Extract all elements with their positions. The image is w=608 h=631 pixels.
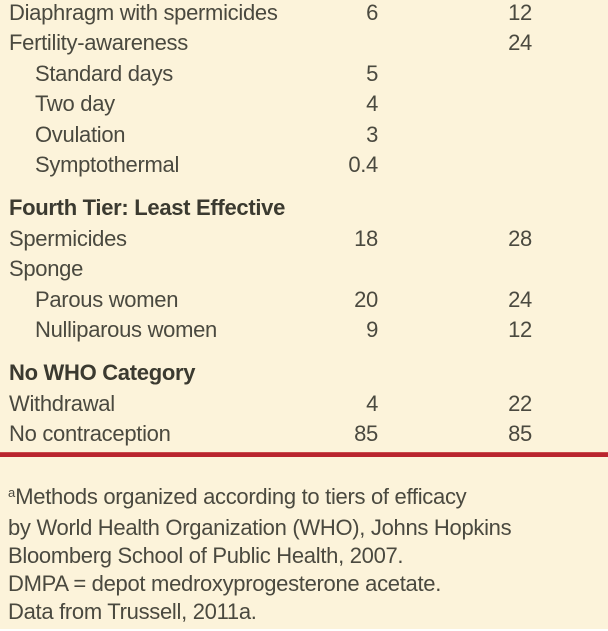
typical-use-value: 24 xyxy=(508,286,532,312)
typical-use-value: 12 xyxy=(508,0,532,25)
table-row-nulliparous-women: Nulliparous women 9 12 xyxy=(0,315,608,345)
contraception-table: Diaphragm with spermicides 6 12 Fertilit… xyxy=(0,0,608,449)
method-label: Diaphragm with spermicides xyxy=(9,0,278,25)
typical-use-value xyxy=(378,89,532,119)
perfect-use-value: 5 xyxy=(366,60,378,86)
typical-use-value xyxy=(378,59,532,89)
table-row-withdrawal: Withdrawal 4 22 xyxy=(0,389,608,419)
typical-use-value: 22 xyxy=(508,390,532,416)
perfect-use-value: 4 xyxy=(366,390,378,416)
table-row-no-contraception: No contraception 85 85 xyxy=(0,419,608,449)
table-row-symptothermal: Symptothermal 0.4 xyxy=(0,150,608,180)
perfect-use-value: 4 xyxy=(366,91,378,117)
table-row-ovulation: Ovulation 3 xyxy=(0,120,608,150)
perfect-use-value: 85 xyxy=(354,421,378,447)
method-label: Nulliparous women xyxy=(35,316,217,342)
perfect-use-value: 0.4 xyxy=(348,151,378,177)
section-header-no-who-category: No WHO Category xyxy=(9,360,196,386)
perfect-use-value xyxy=(308,28,378,58)
perfect-use-value: 6 xyxy=(366,0,378,25)
method-label: Symptothermal xyxy=(35,151,180,177)
footnote-line: Bloomberg School of Public Health, 2007. xyxy=(8,543,404,569)
perfect-use-value: 9 xyxy=(366,316,378,342)
method-label: No contraception xyxy=(9,421,171,447)
typical-use-value: 24 xyxy=(508,30,532,56)
typical-use-value: 85 xyxy=(508,421,532,447)
table-row-spermicides: Spermicides 18 28 xyxy=(0,224,608,254)
section-header-fourth-tier: Fourth Tier: Least Effective xyxy=(9,195,286,221)
perfect-use-value: 18 xyxy=(354,225,378,251)
table-row-two-day: Two day 4 xyxy=(0,89,608,119)
perfect-use-value: 20 xyxy=(354,286,378,312)
table-bottom-rule xyxy=(0,452,608,458)
table-row-diaphragm-with-spermicides: Diaphragm with spermicides 6 12 xyxy=(0,0,608,28)
method-label: Two day xyxy=(35,91,115,117)
perfect-use-value xyxy=(308,254,378,284)
footnote: aMethods organized according to tiers of… xyxy=(0,483,608,626)
method-label: Spermicides xyxy=(9,225,127,251)
table-row-fertility-awareness: Fertility-awareness 24 xyxy=(0,28,608,58)
footnote-line: DMPA = depot medroxyprogesterone acetate… xyxy=(8,571,442,597)
typical-use-value xyxy=(378,150,532,180)
method-label: Ovulation xyxy=(35,121,126,147)
footnote-line: Data from Trussell, 2011a. xyxy=(8,599,257,625)
typical-use-value: 28 xyxy=(508,225,532,251)
table-row-sponge: Sponge xyxy=(0,254,608,284)
method-label: Withdrawal xyxy=(9,390,115,416)
method-label: Sponge xyxy=(9,256,84,282)
method-label: Parous women xyxy=(35,286,179,312)
perfect-use-value: 3 xyxy=(366,121,378,147)
typical-use-value xyxy=(378,254,532,284)
method-label: Standard days xyxy=(35,60,173,86)
footnote-text: Methods organized according to tiers of … xyxy=(15,484,467,510)
footnote-line: aMethods organized according to tiers of… xyxy=(8,483,568,514)
table-row-standard-days: Standard days 5 xyxy=(0,59,608,89)
typical-use-value xyxy=(378,120,532,150)
typical-use-value: 12 xyxy=(508,316,532,342)
footnote-superscript-a: a xyxy=(8,485,16,501)
method-label: Fertility-awareness xyxy=(9,30,188,56)
table-row-parous-women: Parous women 20 24 xyxy=(0,285,608,315)
footnote-line: by World Health Organization (WHO), John… xyxy=(8,515,512,541)
